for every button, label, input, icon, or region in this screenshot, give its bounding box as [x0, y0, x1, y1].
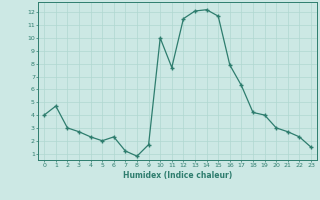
X-axis label: Humidex (Indice chaleur): Humidex (Indice chaleur) — [123, 171, 232, 180]
